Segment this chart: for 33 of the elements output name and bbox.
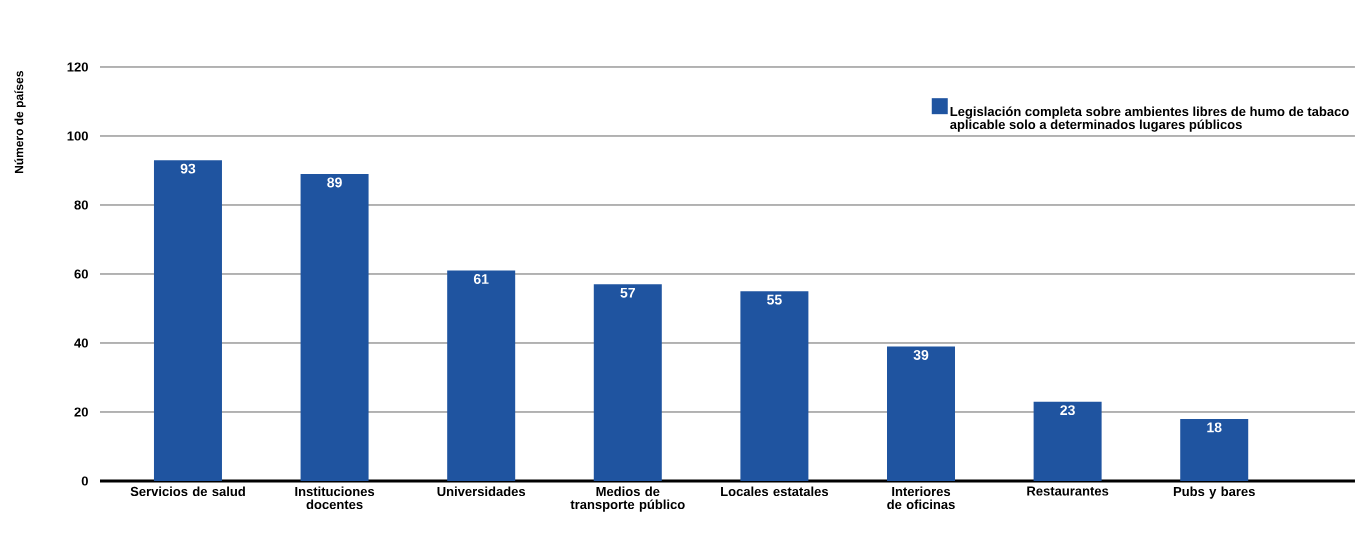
y-axis-title: Número de países	[14, 71, 26, 174]
y-tick-label: 120	[67, 62, 88, 72]
data-label: 93	[180, 163, 196, 174]
x-tick-label: Locales estatales	[721, 486, 829, 497]
bar	[740, 291, 809, 481]
data-label: 57	[620, 287, 635, 298]
y-tick-label: 20	[74, 407, 88, 417]
y-tick-label: 80	[74, 200, 88, 210]
legend-label: Legislación completa sobre ambientes libres de humo de tabaco aplicable solo a determinados lugares públicos	[950, 106, 1349, 132]
bar	[300, 173, 369, 481]
bar	[1180, 418, 1249, 481]
x-tick-label: Instituciones docentes	[295, 486, 375, 510]
data-label: 39	[913, 349, 929, 360]
data-label: 18	[1207, 422, 1222, 433]
bar	[1033, 401, 1102, 481]
y-tick-label: 60	[74, 269, 88, 279]
bar	[593, 284, 662, 481]
data-label: 55	[767, 294, 782, 305]
y-tick-label: 100	[67, 131, 88, 141]
x-tick-label: Interiores de oficinas	[887, 486, 955, 510]
data-label: 23	[1060, 405, 1075, 416]
bar	[447, 270, 516, 481]
x-tick-label: Medios de transporte público	[570, 486, 685, 512]
y-tick-label: 0	[81, 476, 88, 486]
x-tick-label: Restaurantes	[1027, 486, 1109, 496]
data-label: 89	[327, 177, 342, 188]
x-tick-label: Pubs y bares	[1173, 486, 1255, 499]
data-label: 61	[473, 274, 489, 284]
bar	[153, 160, 222, 481]
bar	[887, 346, 956, 481]
x-tick-label: Servicios de salud	[130, 486, 245, 497]
x-tick-label: Universidades	[437, 486, 526, 497]
y-tick-label: 40	[74, 338, 88, 348]
